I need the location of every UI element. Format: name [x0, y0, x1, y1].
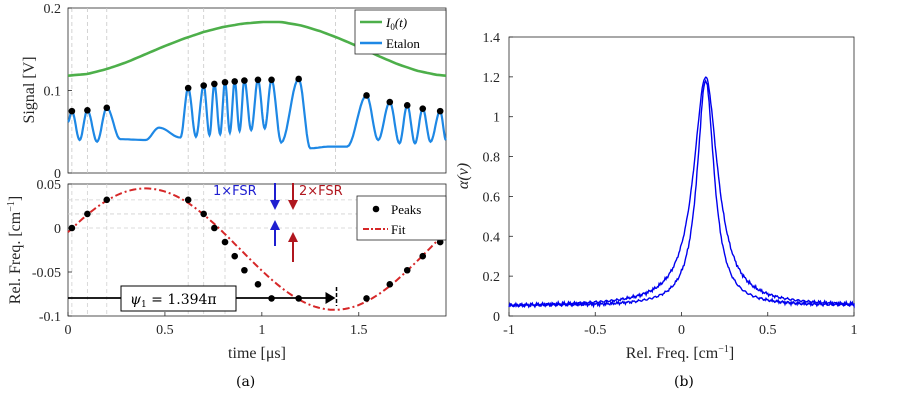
absorbance-y-label: α(ν)	[455, 163, 472, 189]
signal-peak-point	[295, 75, 302, 83]
signal-y-tick-label: 0	[54, 167, 61, 182]
relfreq-y-ticks: -0.1 -0.05 0 0.05	[32, 178, 72, 325]
signal-y-label: Signal [V]	[21, 56, 38, 123]
relfreq-x-tick-label: 0.5	[156, 323, 174, 338]
absorbance-y-ticks: 0 0.2 0.4 0.6 0.8 1 1.2 1.4	[483, 31, 513, 325]
absorbance-y-tick-label: 0.6	[483, 190, 501, 205]
relfreq-y-tick-label: 0	[54, 222, 61, 237]
absorbance-series-line	[508, 76, 855, 309]
legend-etalon-label: Etalon	[386, 36, 420, 51]
absorbance-y-tick-label: 1	[493, 111, 500, 126]
absorbance-chart: -1 -0.5 0 0.5 1 0 0.2 0.4 0.6 0.8 1 1.2 1.4 α(ν) Re…	[455, 31, 858, 390]
etalon-series-line	[67, 76, 447, 150]
relfreq-peak-point	[221, 238, 229, 246]
absorbance-y-tick-label: 1.2	[483, 71, 501, 86]
fsr1-arrowhead-up	[270, 220, 280, 230]
fsr1-label: 1×FSR	[213, 184, 257, 199]
relfreq-peak-point	[211, 224, 218, 232]
signal-peak-point	[268, 76, 275, 84]
relfreq-peak-point	[84, 210, 91, 218]
relfreq-plot-area	[67, 183, 447, 317]
relfreq-x-label: time [μs]	[228, 345, 286, 362]
relfreq-peak-point	[241, 266, 248, 274]
signal-peak-point	[241, 77, 248, 84]
signal-peak-point	[103, 104, 111, 112]
absorbance-y-tick-label: 0	[493, 310, 500, 325]
relfreq-y-tick-label: 0.05	[37, 178, 62, 193]
absorbance-x-tick-label: -1	[503, 323, 515, 338]
relfreq-x-tick-label: 1.5	[350, 323, 368, 338]
signal-peak-point	[231, 78, 239, 85]
legend-peaks-label: Peaks	[391, 202, 421, 217]
signal-chart: 0 0.1 0.2 Signal [V] I0(t) Etalon	[21, 2, 447, 182]
relfreq-peak-point	[254, 281, 262, 288]
signal-peak-point	[200, 82, 207, 89]
absorbance-x-tick-label: 0	[678, 323, 685, 338]
caption-a: (a)	[236, 374, 255, 390]
absorbance-plot-area	[508, 36, 855, 317]
signal-peak-point	[221, 78, 229, 86]
relfreq-chart: 0 0.5 1 1.5 -0.1 -0.05 0 0.05 1×FSR 2×FSR ψ1 =…	[6, 178, 447, 390]
relfreq-peak-point	[200, 210, 207, 218]
fsr2-label: 2×FSR	[299, 184, 343, 199]
signal-peak-point	[436, 107, 444, 115]
relfreq-peak-point	[184, 196, 192, 204]
psi-box	[120, 285, 237, 312]
signal-peak-point	[211, 80, 218, 88]
legend-fit-label: Fit	[391, 222, 406, 237]
signal-legend: I0(t) Etalon	[354, 9, 447, 55]
relfreq-legend: Peaks Fit	[356, 195, 447, 241]
relfreq-y-tick-label: -0.1	[39, 310, 61, 325]
relfreq-peak-point	[386, 281, 394, 288]
signal-y-tick-label: 0.1	[44, 85, 62, 100]
signal-y-tick-label: 0.2	[44, 2, 62, 17]
absorbance-x-tick-label: 0.5	[759, 323, 777, 338]
legend-i0-label: I0(t)	[385, 15, 407, 32]
i0-series-line	[67, 20, 447, 77]
relfreq-peak-point	[103, 196, 111, 204]
fsr2-arrowhead-down	[288, 200, 298, 210]
relfreq-peak-point	[231, 252, 239, 260]
relfreq-y-tick-label: -0.05	[32, 266, 61, 281]
relfreq-peak-markers	[68, 196, 444, 302]
signal-peak-point	[84, 107, 91, 114]
signal-peak-point	[184, 84, 192, 92]
absorbance-x-ticks: -1 -0.5 0 0.5 1	[503, 312, 858, 338]
relfreq-y-label: Rel. Freq. [cm−1]	[6, 196, 24, 304]
absorbance-y-tick-label: 0.4	[483, 230, 501, 245]
signal-peak-point	[68, 107, 76, 115]
signal-peak-point	[386, 98, 394, 106]
relfreq-peak-point	[403, 266, 411, 274]
psi-annotation: ψ1 = 1.394π	[68, 285, 338, 312]
absorbance-x-label: Rel. Freq. [cm−1]	[626, 344, 734, 362]
signal-peak-point	[254, 76, 262, 84]
absorbance-y-tick-label: 0.2	[483, 270, 501, 285]
psi-arrowhead	[325, 292, 336, 304]
relfreq-peak-point	[68, 224, 76, 232]
fsr1-arrowhead-down	[270, 200, 280, 210]
legend-peaks-marker	[372, 205, 380, 213]
signal-peak-point	[363, 92, 370, 99]
absorbance-x-tick-label: 1	[851, 323, 858, 338]
relfreq-peak-point	[436, 238, 444, 246]
fsr2-arrowhead-up	[288, 232, 298, 242]
relfreq-dashed-vlines	[71, 184, 226, 316]
absorbance-x-tick-label: -0.5	[584, 323, 606, 338]
relfreq-x-tick-label: 0	[65, 323, 72, 338]
absorbance-y-tick-label: 1.4	[483, 31, 501, 46]
relfreq-peak-point	[419, 252, 427, 260]
relfreq-x-tick-label: 1	[258, 323, 265, 338]
caption-b: (b)	[674, 374, 694, 390]
fsr-annotations: 1×FSR 2×FSR	[213, 183, 343, 262]
relfreq-peak-point	[363, 295, 370, 302]
signal-peak-point	[419, 105, 427, 112]
signal-y-ticks: 0 0.1 0.2	[44, 2, 72, 182]
absorbance-y-tick-label: 0.8	[483, 151, 501, 166]
psi-label: ψ1 = 1.394π	[130, 292, 217, 310]
fit-series-line	[67, 187, 447, 311]
relfreq-x-ticks: 0 0.5 1 1.5	[65, 312, 368, 338]
signal-peak-point	[403, 102, 411, 109]
signal-peak-markers	[68, 75, 444, 115]
